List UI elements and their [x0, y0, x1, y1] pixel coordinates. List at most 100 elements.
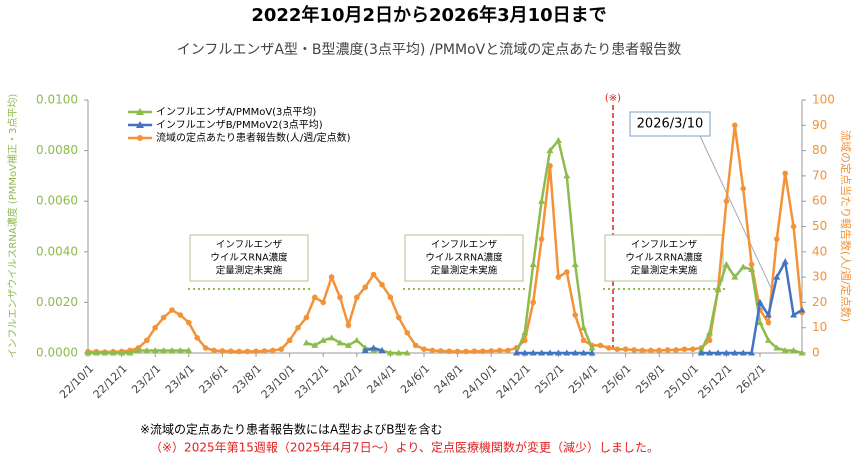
- y2-tick-label: 60: [812, 194, 827, 208]
- point: [176, 346, 184, 353]
- point: [765, 319, 772, 326]
- point: [563, 172, 571, 179]
- point: [706, 329, 714, 336]
- point: [740, 185, 746, 192]
- point: [756, 298, 764, 305]
- y2-axis-label: 流域の定点当たり報告数(人/週/定点数): [839, 130, 853, 322]
- marker-label: (※): [605, 93, 621, 104]
- point: [463, 348, 469, 355]
- point: [488, 348, 495, 354]
- point: [706, 349, 714, 356]
- point: [84, 349, 92, 356]
- point: [144, 337, 150, 344]
- point: [546, 147, 554, 154]
- point: [798, 306, 806, 313]
- x-tick-label: 23/6/1: [196, 362, 230, 396]
- point: [731, 273, 739, 280]
- point: [580, 337, 587, 344]
- point: [169, 307, 175, 313]
- x-tick-label: 24/6/1: [398, 362, 432, 396]
- point: [606, 345, 612, 351]
- point: [706, 337, 713, 344]
- date-pointer: [699, 135, 773, 291]
- x-tick-label: 25/2/1: [532, 362, 566, 396]
- point: [538, 236, 545, 242]
- point: [572, 312, 578, 318]
- point: [648, 347, 654, 354]
- point: [328, 334, 336, 341]
- point: [438, 348, 444, 354]
- legend-marker: [137, 135, 143, 141]
- y2-tick-label: 70: [812, 168, 827, 182]
- point: [748, 266, 756, 273]
- gap-note-box: [604, 234, 724, 282]
- point: [512, 349, 520, 356]
- point: [588, 349, 596, 356]
- point: [429, 347, 436, 354]
- x-tick-label: 23/2/1: [129, 362, 163, 396]
- point: [303, 314, 310, 321]
- point: [92, 349, 100, 356]
- point: [564, 269, 570, 275]
- x-tick-label: 22/10/1: [57, 362, 96, 401]
- footnote: （※）2025年第15週報（2025年4月7日～）より、定点医療機関数が変更（減…: [150, 440, 659, 455]
- point: [152, 324, 158, 331]
- point: [160, 346, 168, 353]
- point: [109, 349, 117, 356]
- x-tick-label: 23/12/1: [292, 362, 331, 401]
- point: [614, 346, 620, 353]
- legend-label: 流域の定点あたり患者報告数(人/週/定点数): [156, 131, 351, 144]
- point: [521, 329, 529, 336]
- gap-note-text: 定量測定未実施: [431, 265, 498, 277]
- point: [781, 346, 789, 353]
- legend-marker: [136, 108, 144, 115]
- y-tick-label: 0.0100: [36, 93, 78, 107]
- y2-tick-label: 40: [812, 244, 827, 258]
- y2-tick-label: 50: [812, 219, 827, 233]
- point: [151, 346, 159, 353]
- footnote: ※流域の定点あたり患者報告数にはA型およびB型を含む: [140, 422, 443, 437]
- x-tick-label: 23/4/1: [163, 362, 197, 396]
- gap-note-text: 定量測定未実施: [631, 265, 698, 277]
- point: [529, 260, 537, 267]
- point: [370, 344, 378, 351]
- point: [722, 349, 730, 356]
- point: [379, 281, 385, 288]
- point: [554, 349, 562, 356]
- point: [521, 349, 529, 356]
- x-tick-label: 25/4/1: [566, 362, 600, 396]
- point: [185, 346, 193, 353]
- x-tick-label: 24/10/1: [460, 362, 499, 401]
- point: [631, 347, 637, 353]
- point: [563, 349, 571, 356]
- point: [378, 346, 386, 353]
- point: [143, 346, 151, 353]
- point: [386, 349, 394, 356]
- chart-subtitle: インフルエンザA型・B型濃度(3点平均) /PMMoVと流域の定点あたり患者報告…: [177, 42, 682, 58]
- gap-note-box: [404, 234, 524, 282]
- x-tick-label: 23/10/1: [259, 362, 298, 401]
- y-tick-label: 0.0000: [36, 346, 78, 360]
- point: [186, 319, 192, 326]
- point: [530, 299, 536, 306]
- point: [211, 347, 217, 354]
- point: [454, 348, 461, 355]
- x-tick-label: 26/2/1: [734, 362, 768, 396]
- point: [782, 170, 788, 177]
- point: [236, 348, 242, 355]
- date-box: [629, 111, 711, 137]
- point: [344, 341, 352, 348]
- point: [311, 341, 319, 348]
- point: [168, 346, 176, 353]
- point: [295, 324, 301, 331]
- y-tick-label: 0.0020: [36, 295, 78, 309]
- point: [748, 349, 756, 356]
- date-label: 2026/3/10: [637, 117, 704, 132]
- point: [764, 336, 772, 343]
- point: [756, 319, 764, 326]
- point: [177, 312, 184, 318]
- point: [554, 136, 562, 143]
- point: [664, 347, 671, 353]
- point: [361, 346, 369, 353]
